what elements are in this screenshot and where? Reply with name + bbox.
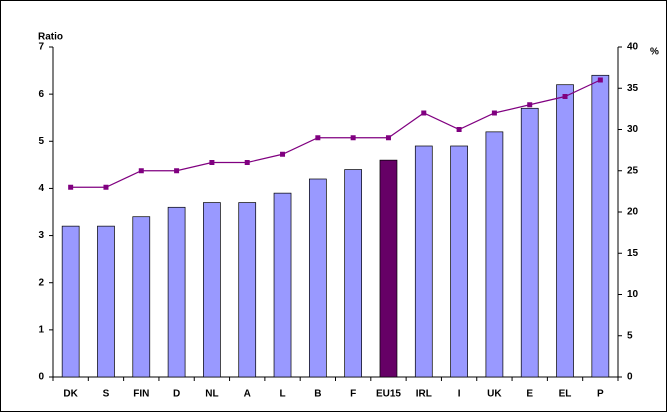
line-marker: [597, 77, 603, 83]
bar: [379, 159, 398, 378]
bar: [167, 206, 186, 378]
y-tick-label: 0: [38, 372, 44, 383]
line-marker: [174, 168, 180, 174]
line-marker: [456, 127, 462, 132]
line-marker: [562, 94, 568, 99]
x-tick-label: EU15: [376, 389, 401, 400]
line-marker: [280, 151, 286, 157]
bar: [520, 107, 539, 378]
bar: [414, 145, 433, 378]
line-marker: [350, 135, 356, 141]
y-tick-label: 3: [38, 230, 44, 241]
y-axis-title: Ratio: [38, 32, 63, 43]
line-marker: [421, 110, 427, 116]
y-tick-label: 7: [38, 42, 44, 53]
x-tick-label: E: [526, 389, 533, 400]
y2-tick-label: 15: [627, 248, 639, 259]
line-marker: [315, 135, 321, 141]
line-marker: [138, 168, 144, 174]
x-tick-label: DK: [63, 389, 78, 400]
bar: [591, 74, 610, 378]
bar: [344, 169, 363, 378]
y2-tick-label: 0: [627, 372, 633, 383]
y-tick-label: 2: [38, 277, 44, 288]
x-tick-label: P: [597, 389, 604, 400]
y2-tick-label: 5: [627, 330, 633, 341]
line: [70, 79, 601, 188]
y2-tick-label: 20: [627, 207, 639, 218]
bar: [485, 131, 504, 378]
bar: [273, 192, 292, 378]
y2-tick-label: 25: [627, 165, 639, 176]
bar: [97, 225, 115, 378]
bar: [203, 202, 221, 378]
x-tick-label: B: [314, 389, 321, 400]
x-tick-label: A: [244, 389, 251, 400]
x-tick-label: S: [103, 389, 110, 400]
bar: [132, 216, 151, 378]
line-marker: [244, 160, 250, 165]
y2-tick-label: 30: [627, 124, 639, 135]
x-tick-label: D: [173, 389, 180, 400]
line-marker: [209, 160, 215, 165]
line-marker: [68, 184, 74, 190]
line-marker: [491, 110, 497, 116]
y2-tick-label: 40: [627, 42, 639, 53]
x-tick-label: NL: [205, 389, 218, 400]
x-tick-label: FIN: [133, 389, 149, 400]
x-tick-label: I: [458, 389, 461, 400]
x-tick-label: L: [279, 389, 285, 400]
bar: [238, 202, 257, 378]
x-tick-label: IRL: [416, 389, 432, 400]
x-tick-label: EL: [559, 389, 572, 400]
bar: [556, 84, 574, 378]
y-tick-label: 1: [38, 324, 44, 335]
x-tick-label: UK: [487, 389, 502, 400]
line-marker: [103, 184, 109, 190]
y2-tick-label: 10: [627, 289, 639, 300]
y2-axis-title: %: [650, 47, 659, 58]
line-marker: [385, 135, 391, 141]
x-tick-label: F: [350, 389, 356, 400]
y-tick-label: 4: [38, 183, 44, 194]
y-tick-label: 6: [38, 89, 44, 100]
y-tick-label: 5: [38, 136, 44, 147]
line-marker: [527, 102, 533, 108]
bar: [61, 225, 80, 378]
bar: [450, 145, 468, 378]
y2-tick-label: 35: [627, 83, 639, 94]
bar: [308, 178, 327, 378]
